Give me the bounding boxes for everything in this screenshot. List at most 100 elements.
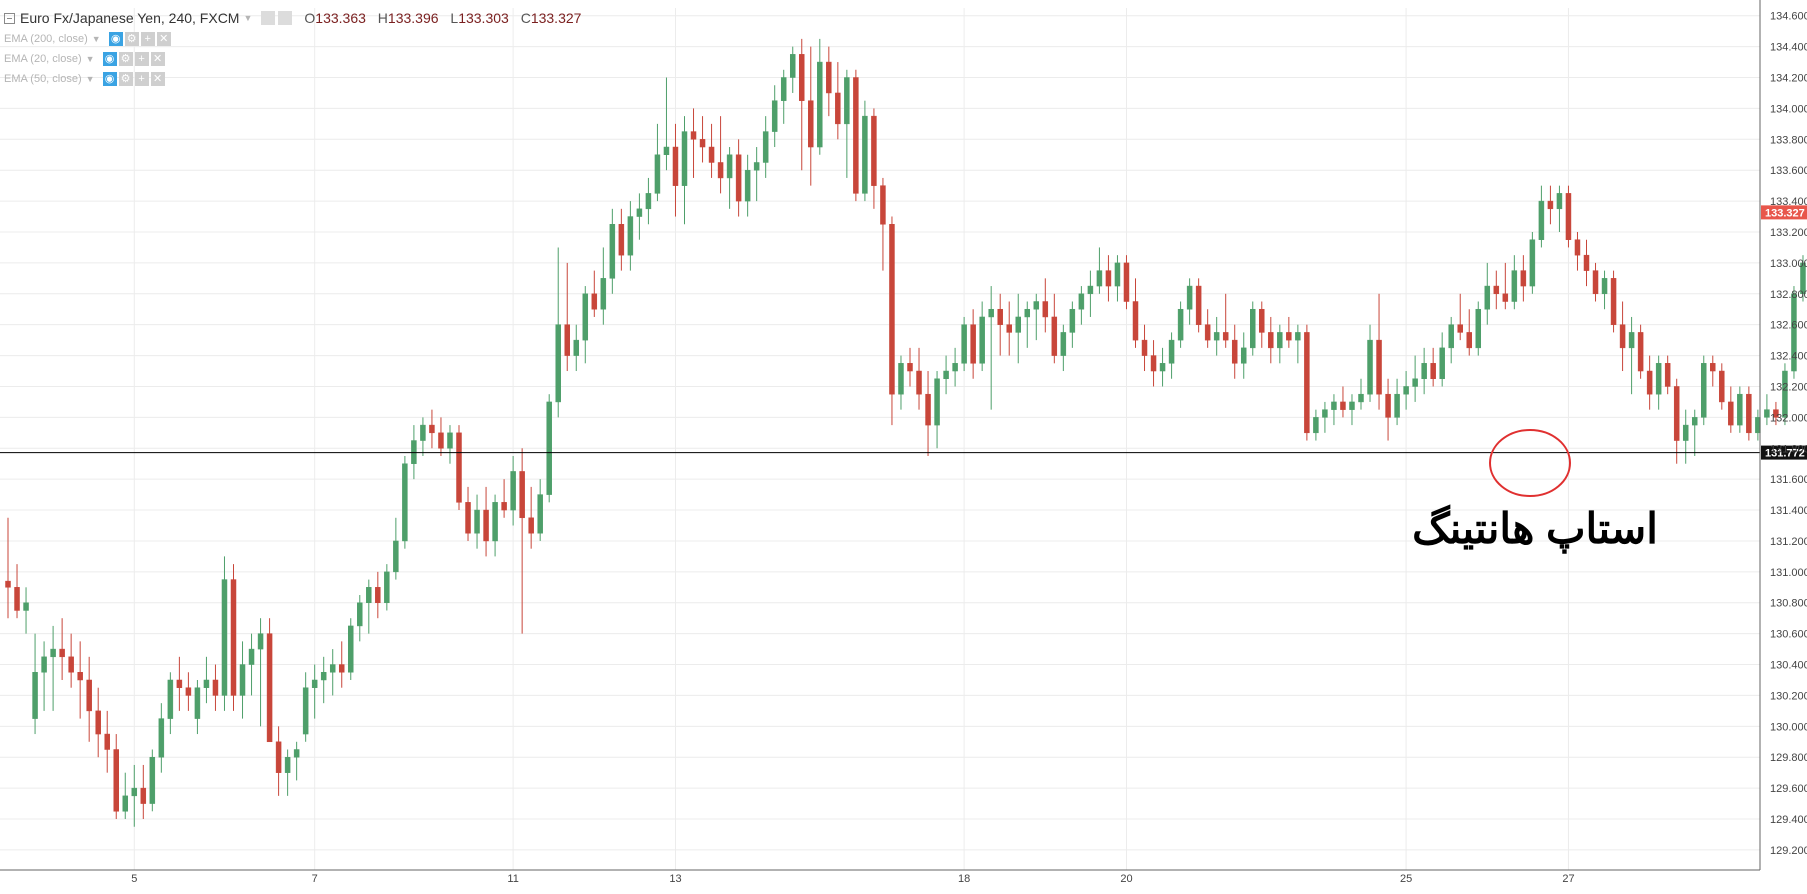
candle-down[interactable] — [96, 688, 101, 758]
candle-down[interactable] — [880, 178, 885, 271]
candle-down[interactable] — [502, 479, 507, 518]
candle-up[interactable] — [1277, 325, 1282, 364]
candle-up[interactable] — [682, 116, 687, 224]
candle-down[interactable] — [1151, 340, 1156, 386]
candle-up[interactable] — [772, 85, 777, 147]
candle-up[interactable] — [1070, 302, 1075, 348]
candle-down[interactable] — [1638, 325, 1643, 379]
candle-down[interactable] — [799, 39, 804, 170]
candle-up[interactable] — [646, 178, 651, 224]
candle-up[interactable] — [357, 595, 362, 641]
candle-up[interactable] — [1313, 410, 1318, 441]
eye-icon[interactable]: ◉ — [103, 72, 117, 86]
candle-up[interactable] — [348, 618, 353, 680]
eye-icon[interactable]: ◉ — [103, 52, 117, 66]
candle-down[interactable] — [1304, 325, 1309, 441]
candle-up[interactable] — [240, 641, 245, 718]
candle-down[interactable] — [114, 734, 119, 819]
candle-down[interactable] — [1007, 302, 1012, 356]
candle-up[interactable] — [1449, 317, 1454, 363]
candle-down[interactable] — [1377, 294, 1382, 410]
candle-up[interactable] — [1485, 263, 1490, 325]
candle-up[interactable] — [817, 39, 822, 155]
candle-up[interactable] — [1359, 379, 1364, 410]
candle-up[interactable] — [781, 70, 786, 124]
chevron-down-icon[interactable]: ▼ — [243, 13, 252, 23]
candle-up[interactable] — [132, 765, 137, 827]
candle-up[interactable] — [628, 201, 633, 271]
candle-down[interactable] — [1620, 302, 1625, 372]
candle-up[interactable] — [1692, 410, 1697, 456]
candle-up[interactable] — [168, 672, 173, 734]
candle-up[interactable] — [637, 193, 642, 239]
candle-up[interactable] — [1530, 232, 1535, 294]
candle-up[interactable] — [1440, 332, 1445, 386]
candle-down[interactable] — [1106, 255, 1111, 301]
candle-up[interactable] — [601, 247, 606, 324]
candle-up[interactable] — [1079, 286, 1084, 325]
candle-up[interactable] — [330, 649, 335, 695]
candle-up[interactable] — [1737, 386, 1742, 432]
candle-down[interactable] — [1259, 302, 1264, 348]
candle-up[interactable] — [51, 626, 56, 711]
candle-up[interactable] — [1331, 394, 1336, 425]
candle-down[interactable] — [1521, 255, 1526, 301]
candle-up[interactable] — [655, 124, 660, 201]
candle-up[interactable] — [727, 147, 732, 209]
settings-icon[interactable]: ⚙ — [125, 32, 139, 46]
indicator-ema-50[interactable]: EMA (50, close) ▼ ◉ ⚙ + ✕ — [4, 72, 165, 86]
candle-down[interactable] — [1611, 271, 1616, 333]
candle-up[interactable] — [790, 47, 795, 93]
candle-up[interactable] — [150, 750, 155, 812]
candle-down[interactable] — [1665, 356, 1670, 395]
candle-up[interactable] — [980, 302, 985, 372]
candle-down[interactable] — [673, 124, 678, 217]
collapse-icon[interactable] — [4, 13, 15, 24]
candle-down[interactable] — [565, 263, 570, 371]
candle-up[interactable] — [664, 78, 669, 171]
candle-down[interactable] — [971, 309, 976, 379]
candle-down[interactable] — [1142, 325, 1147, 371]
candle-up[interactable] — [844, 70, 849, 178]
candle-down[interactable] — [835, 62, 840, 139]
candle-up[interactable] — [366, 580, 371, 634]
candle-up[interactable] — [1295, 325, 1300, 364]
candle-down[interactable] — [466, 487, 471, 541]
candle-down[interactable] — [1340, 386, 1345, 417]
candle-up[interactable] — [898, 356, 903, 410]
candle-up[interactable] — [123, 773, 128, 819]
candle-up[interactable] — [1187, 278, 1192, 324]
candle-down[interactable] — [141, 765, 146, 819]
candle-down[interactable] — [457, 425, 462, 510]
candle-down[interactable] — [1196, 278, 1201, 332]
settings-icon[interactable]: ⚙ — [119, 52, 133, 66]
candle-up[interactable] — [1422, 348, 1427, 394]
add-icon[interactable]: + — [135, 52, 149, 66]
candle-down[interactable] — [1124, 255, 1129, 309]
candle-up[interactable] — [583, 286, 588, 363]
add-icon[interactable]: + — [135, 72, 149, 86]
candle-up[interactable] — [321, 657, 326, 703]
candle-down[interactable] — [1746, 386, 1751, 440]
candle-down[interactable] — [60, 618, 65, 680]
candle-up[interactable] — [1701, 356, 1706, 426]
candle-up[interactable] — [493, 495, 498, 557]
candle-up[interactable] — [556, 247, 561, 417]
candle-down[interactable] — [1431, 348, 1436, 387]
indicator-label[interactable]: EMA (20, close) — [4, 53, 82, 65]
candle-down[interactable] — [1052, 294, 1057, 364]
candle-up[interactable] — [745, 155, 750, 217]
candle-down[interactable] — [438, 417, 443, 456]
candle-up[interactable] — [1250, 302, 1255, 356]
indicator-label[interactable]: EMA (50, close) — [4, 73, 82, 85]
candle-down[interactable] — [718, 116, 723, 193]
indicator-label[interactable]: EMA (200, close) — [4, 33, 88, 45]
candle-up[interactable] — [1539, 186, 1544, 248]
candle-up[interactable] — [312, 665, 317, 719]
add-icon[interactable]: + — [141, 32, 155, 46]
candle-down[interactable] — [375, 572, 380, 618]
candle-up[interactable] — [1241, 332, 1246, 378]
indicator-ema-20[interactable]: EMA (20, close) ▼ ◉ ⚙ + ✕ — [4, 52, 165, 66]
